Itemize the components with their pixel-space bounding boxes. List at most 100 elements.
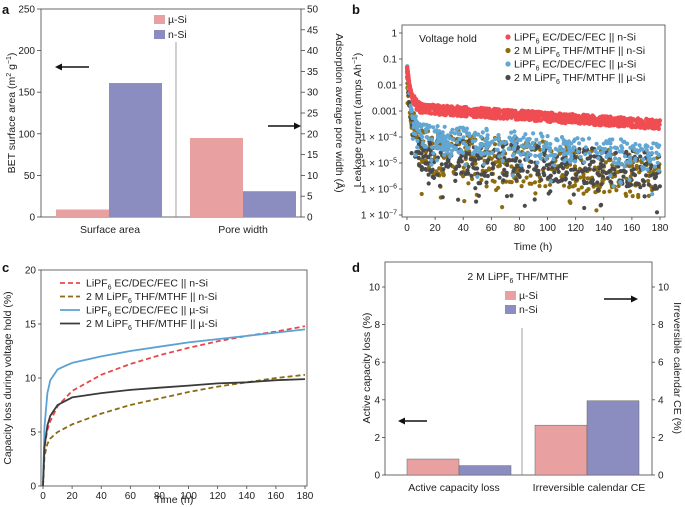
tick-label: 50 (307, 5, 319, 16)
scatter-point (424, 144, 429, 149)
scatter-point (429, 158, 434, 163)
scatter-point (608, 114, 613, 120)
scatter-point (637, 143, 642, 148)
scatter-point (594, 141, 599, 146)
scatter-point (614, 118, 620, 123)
scatter-point (490, 161, 495, 166)
bar-nsi (458, 465, 512, 476)
scatter-point (504, 170, 509, 175)
scatter-point (423, 167, 428, 172)
scatter-point (634, 163, 639, 169)
scatter-point (462, 105, 468, 110)
scatter-point (599, 182, 604, 187)
scatter-point (625, 141, 630, 146)
panel-c: c 0 5 10 15 20 0 20 40 60 80 100 120 140 160 180 Time… (2, 260, 314, 506)
scatter-point (586, 187, 591, 192)
scatter-point (487, 152, 492, 157)
scatter-point (654, 210, 660, 215)
scatter-point (486, 166, 492, 171)
scatter-point (615, 161, 620, 166)
scatter-point (628, 174, 633, 179)
scatter-point (492, 142, 498, 147)
panel-a-right-axis: 0 5 10 15 20 25 30 35 40 45 50 (301, 5, 319, 224)
scatter-point (650, 192, 655, 197)
scatter-point (654, 141, 659, 146)
scatter-point (622, 154, 628, 159)
scatter-point (442, 124, 447, 129)
scatter-point (641, 157, 646, 162)
scatter-point (478, 181, 483, 186)
tick-label: 0 (40, 491, 46, 502)
tick-label: 80 (514, 223, 526, 234)
scatter-point (649, 173, 654, 178)
scatter-point (573, 167, 578, 172)
scatter-point (602, 114, 608, 119)
scatter-point (569, 158, 574, 163)
scatter-point (513, 108, 518, 114)
tick-label: 0 (404, 223, 410, 234)
scatter-point (648, 157, 653, 162)
panel-d: d 0 2 4 6 8 10 0 2 4 6 8 10 Active capacity loss I… (352, 260, 683, 494)
scatter-point (524, 175, 529, 180)
scatter-point (427, 141, 433, 147)
scatter-point (587, 162, 592, 167)
scatter-point (649, 151, 655, 156)
scatter-point (411, 131, 416, 136)
scatter-point (573, 159, 578, 164)
scatter-point (644, 173, 649, 178)
panel-c-lines (42, 325, 306, 487)
scatter-point (610, 137, 615, 142)
scatter-point (456, 132, 461, 137)
scatter-point (496, 164, 501, 169)
scatter-point (441, 167, 446, 172)
scatter-point (466, 131, 472, 136)
scatter-point (633, 182, 638, 187)
scatter-point (459, 170, 464, 175)
scatter-point (522, 113, 528, 118)
legend-label-usi: µ-Si (168, 14, 187, 26)
tick-label: 15 (25, 320, 37, 331)
scatter-point (548, 179, 553, 184)
scatter-point (563, 177, 568, 182)
scatter-point (578, 116, 583, 121)
tick-label: 200 (18, 46, 35, 57)
scatter-point (435, 172, 440, 177)
tick-label: 5 (30, 428, 36, 439)
scatter-point (622, 164, 627, 169)
scatter-point (656, 168, 662, 173)
scatter-point (492, 114, 497, 120)
scatter-point (547, 148, 553, 153)
tick-label: 1 × 10−5 (361, 158, 397, 170)
scatter-point (489, 156, 494, 161)
scatter-point (586, 136, 592, 141)
tick-label: 10 (25, 374, 37, 385)
scatter-point (620, 145, 625, 151)
scatter-point (462, 199, 467, 204)
scatter-point (415, 127, 420, 132)
scatter-point (552, 163, 557, 168)
scatter-point (498, 141, 503, 146)
scatter-point (516, 150, 521, 155)
scatter-point (539, 177, 544, 182)
tick-label: 0 (30, 482, 36, 493)
tick-label: 140 (595, 223, 612, 234)
scatter-point (583, 168, 588, 173)
scatter-point (490, 150, 495, 155)
scatter-point (485, 133, 490, 138)
scatter-point (490, 139, 495, 144)
scatter-point (576, 120, 582, 126)
scatter-point (590, 178, 595, 183)
panel-b-title: Voltage hold (419, 33, 477, 45)
scatter-point (621, 139, 626, 144)
panel-b-legend: LiPF6 EC/DEC/FEC || n-Si2 M LiPF6 THF/MT… (505, 32, 645, 86)
scatter-point (466, 164, 471, 169)
scatter-point (485, 144, 490, 149)
scatter-point (567, 184, 572, 189)
scatter-point (485, 160, 490, 165)
scatter-point (495, 147, 500, 152)
scatter-point (522, 203, 527, 208)
scatter-point (643, 143, 649, 148)
panel-label-a: a (2, 2, 10, 17)
scatter-point (408, 103, 413, 108)
